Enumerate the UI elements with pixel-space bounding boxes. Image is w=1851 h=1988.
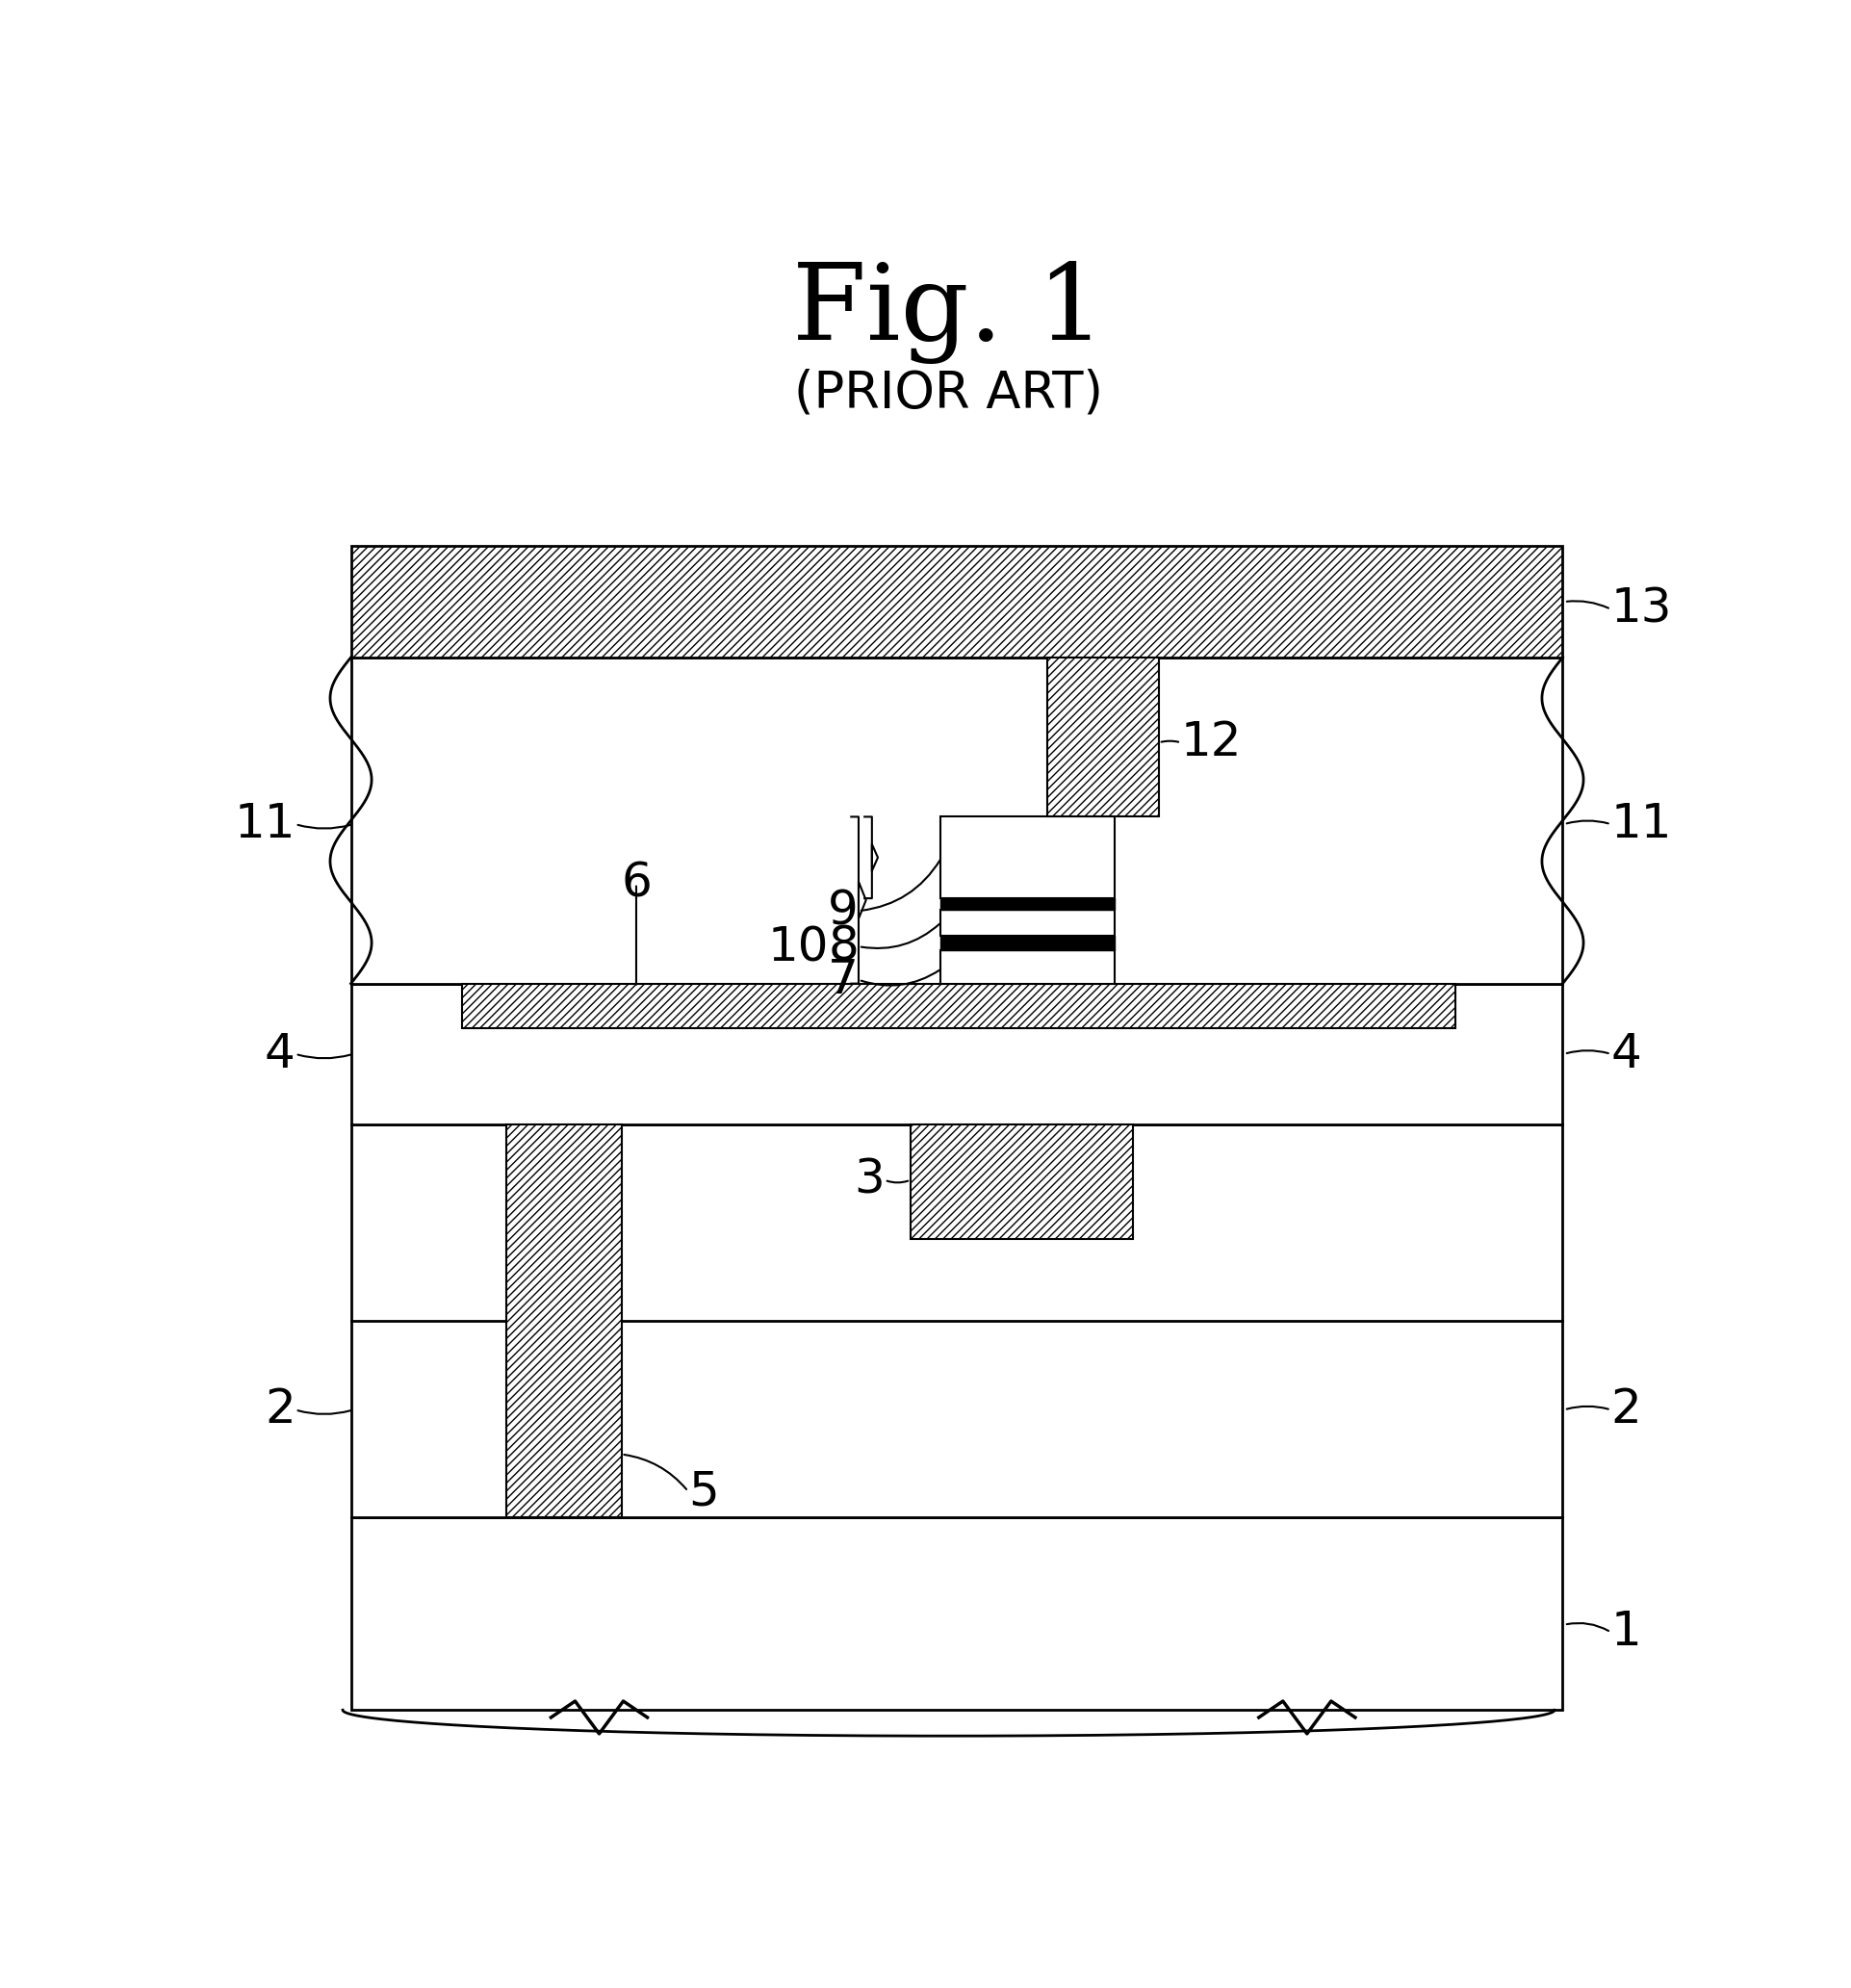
Text: 3: 3	[853, 1157, 885, 1203]
Bar	[463, 984, 1455, 1028]
Bar	[352, 984, 1562, 1125]
Text: 9: 9	[827, 889, 859, 934]
Bar	[352, 658, 1562, 984]
Text: 10: 10	[768, 924, 829, 970]
Bar	[940, 899, 1114, 909]
Text: 4: 4	[265, 1032, 296, 1077]
Text: 12: 12	[1181, 720, 1242, 765]
Bar	[940, 950, 1114, 984]
Text: Fig. 1: Fig. 1	[792, 260, 1105, 364]
Bar	[352, 1517, 1562, 1710]
Bar	[352, 547, 1562, 658]
Text: 8: 8	[827, 922, 859, 970]
Text: 11: 11	[235, 801, 296, 847]
Text: 13: 13	[1610, 586, 1671, 632]
Bar	[507, 1125, 622, 1517]
Bar	[940, 936, 1114, 950]
Bar	[940, 909, 1114, 936]
Text: 4: 4	[1610, 1032, 1642, 1077]
Text: 11: 11	[1610, 801, 1671, 847]
Text: 7: 7	[827, 956, 859, 1004]
Bar	[940, 817, 1114, 899]
Text: 2: 2	[265, 1388, 296, 1433]
Text: 1: 1	[1610, 1608, 1642, 1656]
Text: 5: 5	[689, 1469, 718, 1515]
Bar	[1048, 658, 1159, 817]
Text: 2: 2	[1610, 1388, 1642, 1433]
Text: 6: 6	[620, 861, 652, 907]
Bar	[911, 1125, 1133, 1239]
Text: (PRIOR ART): (PRIOR ART)	[794, 368, 1103, 417]
Bar	[352, 1125, 1562, 1517]
